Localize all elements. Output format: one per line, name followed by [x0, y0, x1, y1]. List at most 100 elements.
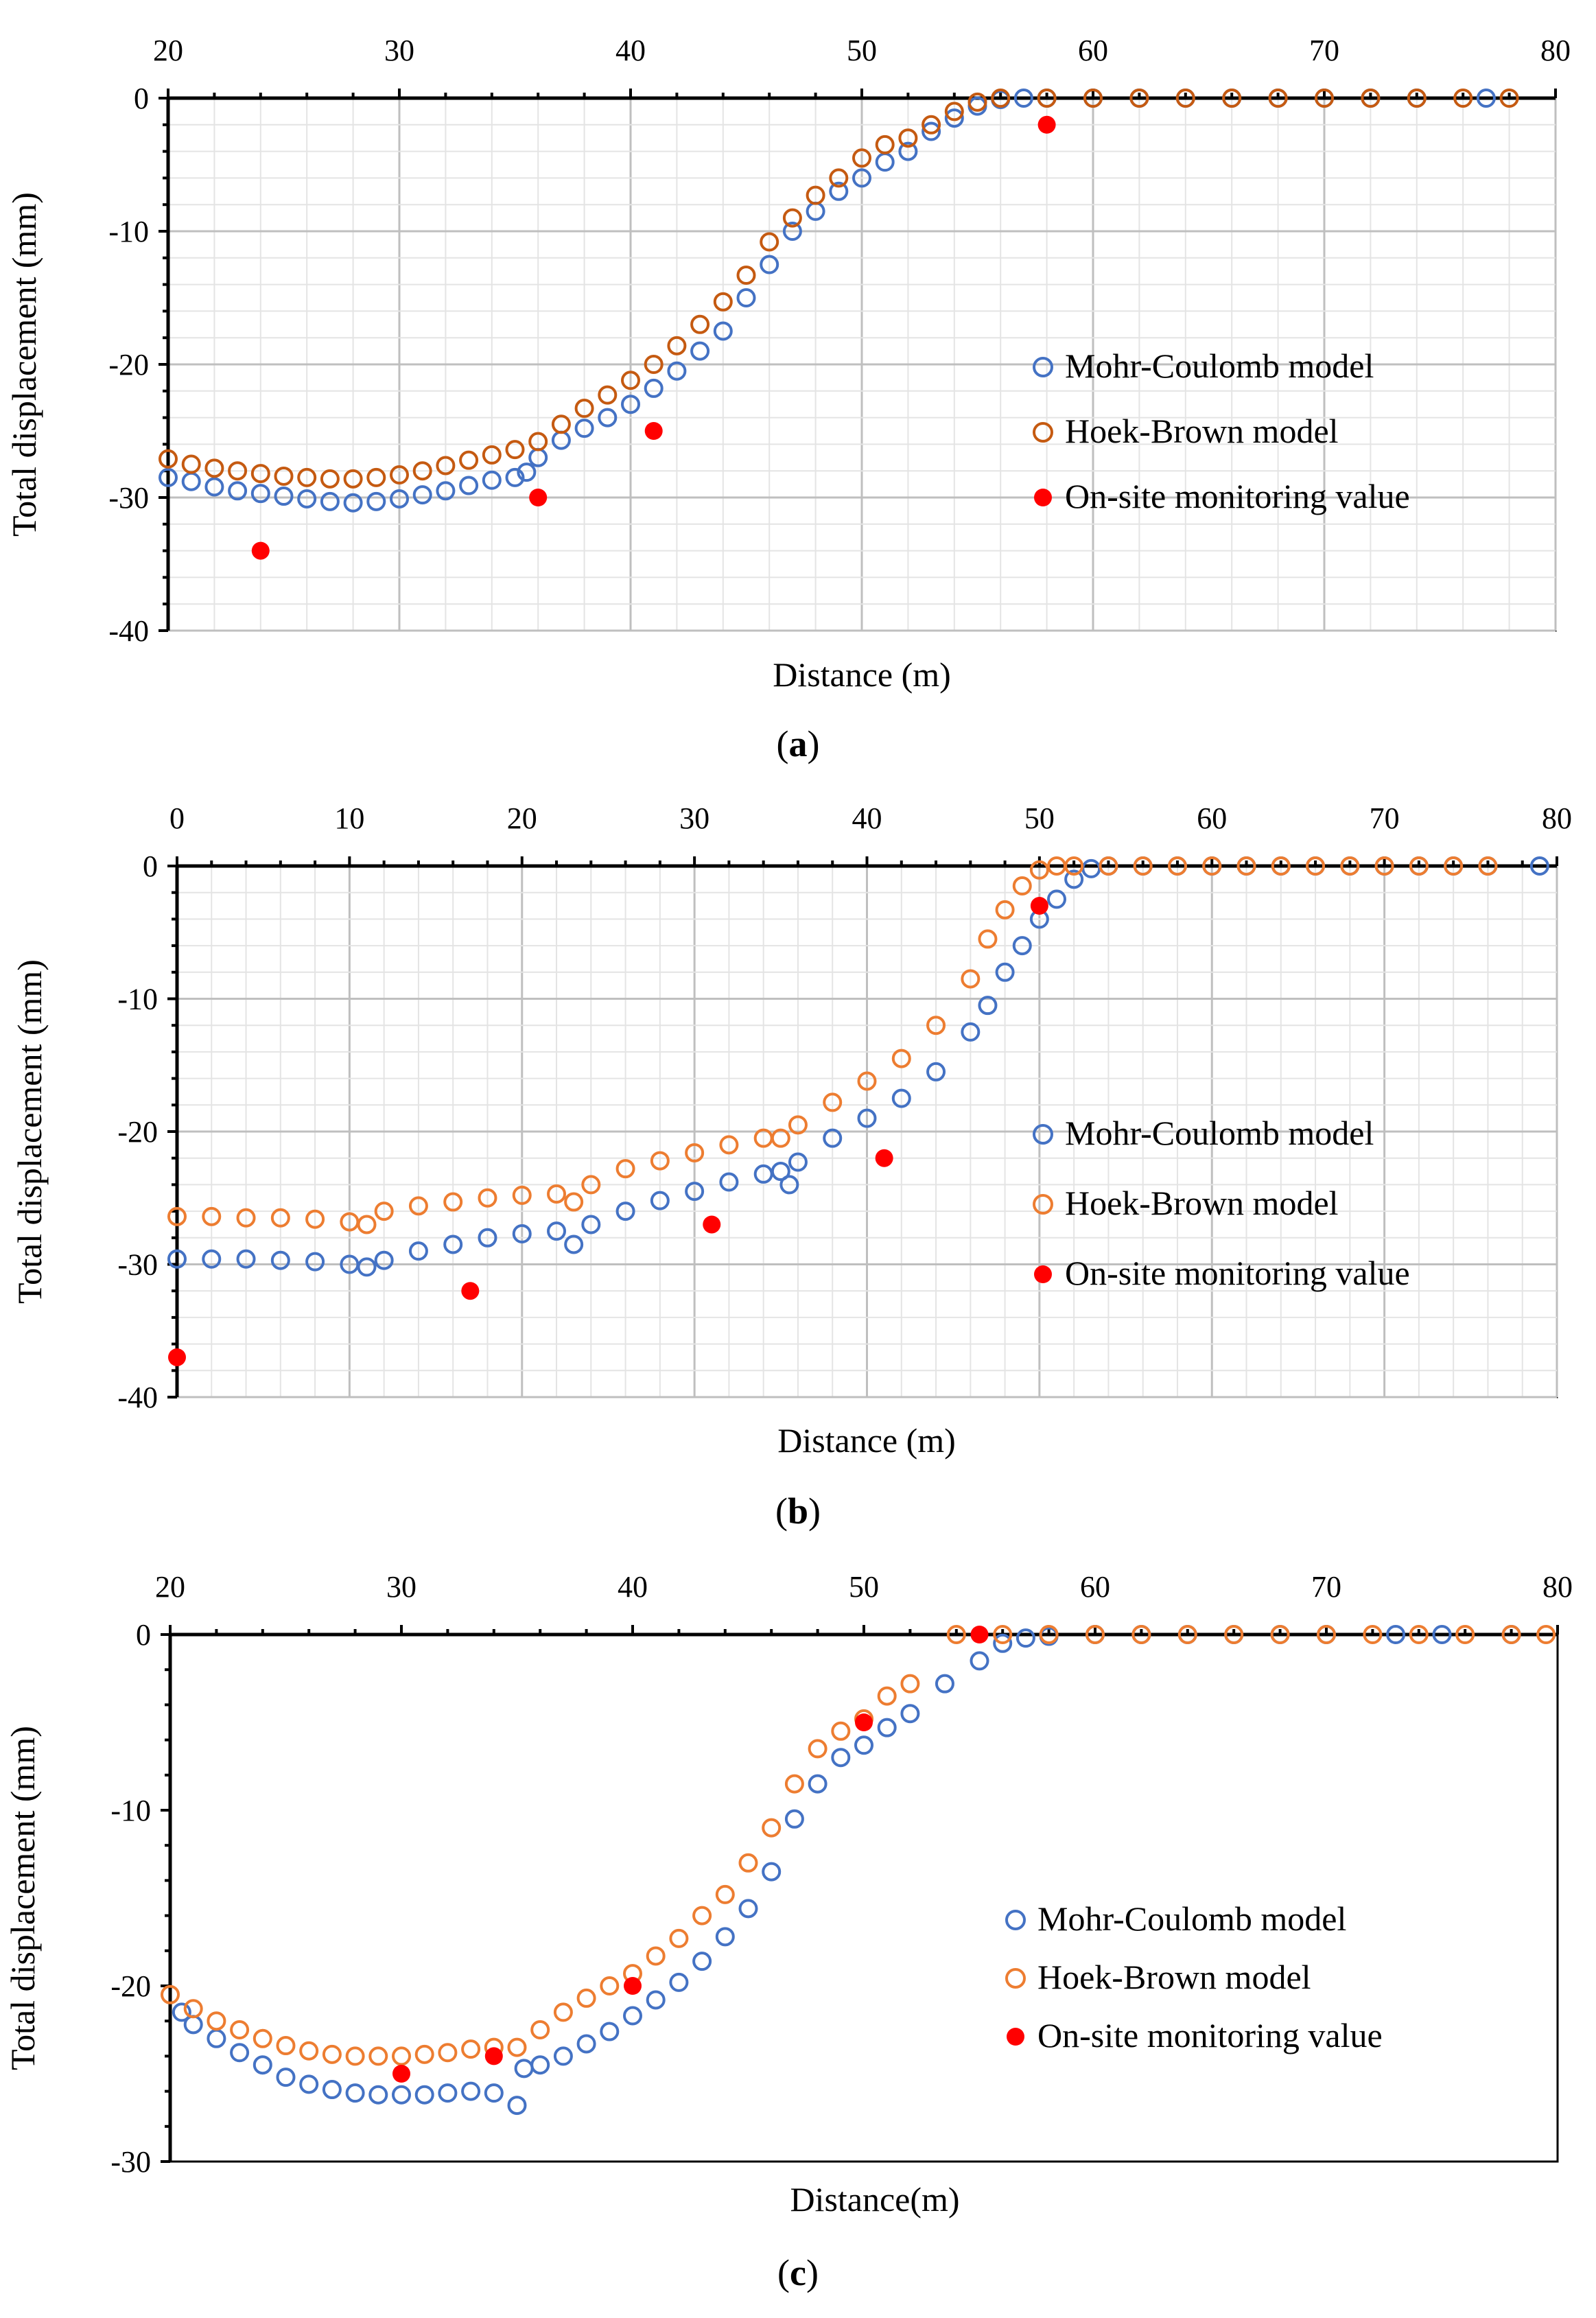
hoek-brown-model-point: [1064, 856, 1084, 876]
hoek-brown-model-point: [1455, 1625, 1475, 1644]
hoek-brown-model-point: [181, 454, 201, 474]
hoek-brown-model-point: [1271, 856, 1291, 876]
hoek-brown-model-point: [784, 1774, 804, 1794]
hoek-brown-model-point: [829, 168, 849, 188]
mohr-coulomb-model-point: [530, 2055, 550, 2075]
legend-label-on-site-monitoring-value: On-site monitoring value: [1065, 1254, 1410, 1292]
mohr-coulomb-model-point: [736, 288, 756, 307]
x-tick-label: 70: [1370, 801, 1400, 835]
legend: Mohr-Coulomb model Hoek-Brown model On-sit…: [1005, 1899, 1383, 2054]
x-tick-label: 50: [849, 1570, 879, 1604]
hoek-brown-model-point: [274, 466, 294, 486]
hoek-brown-model-point: [1202, 856, 1222, 876]
data-points: [159, 89, 1519, 560]
hoek-brown-model-point: [1236, 856, 1256, 876]
mohr-coulomb-model-point: [926, 1062, 946, 1081]
hoek-brown-model-point: [276, 2036, 296, 2056]
hoek-brown-model-point: [1317, 1625, 1336, 1644]
x-tick-label: 20: [507, 801, 537, 835]
legend-label-mohr-coulomb-model: Mohr-Coulomb model: [1065, 347, 1374, 385]
mohr-coulomb-model-point: [374, 1250, 394, 1270]
hoek-brown-model-point: [808, 1739, 828, 1759]
hoek-brown-model-point: [436, 456, 456, 476]
mohr-coulomb-model-point: [274, 487, 294, 506]
hoek-brown-model-point: [877, 1686, 897, 1706]
hoek-brown-model-point: [507, 2037, 527, 2057]
on-site-monitoring-value-point: [529, 489, 548, 506]
hoek-brown-model-point: [621, 371, 640, 390]
hoek-brown-model-point: [202, 1206, 222, 1226]
hoek-brown-model-point: [1224, 1625, 1244, 1644]
mohr-coulomb-model-point: [900, 1704, 920, 1724]
mohr-coulomb-model-point: [357, 1257, 377, 1277]
mohr-coulomb-model-point: [320, 491, 340, 511]
hoek-brown-model-point: [1039, 1625, 1059, 1644]
y-axis-label: Total displacement (mm): [10, 959, 49, 1304]
hoek-brown-model-point: [736, 266, 756, 285]
hoek-brown-model-point: [250, 464, 270, 484]
on-site-monitoring-value-point: [1037, 115, 1056, 134]
hoek-brown-model-point: [1268, 89, 1288, 108]
hoek-brown-model-point: [1363, 1625, 1383, 1644]
x-tick-label: 40: [618, 1570, 648, 1604]
legend-label-on-site-monitoring-value: On-site monitoring value: [1037, 2016, 1383, 2054]
x-axis-label: Distance (m): [777, 1421, 956, 1460]
hoek-brown-model-point: [253, 2028, 272, 2048]
mohr-coulomb-model-point: [343, 493, 363, 513]
mohr-coulomb-model-point: [564, 1234, 584, 1254]
x-tick-label: 20: [155, 1570, 185, 1604]
mohr-coulomb-model-point: [167, 1249, 187, 1269]
hoek-brown-model-point: [305, 1209, 325, 1229]
panel-caption: (c): [777, 2252, 819, 2293]
chart-panel-c: 20 30 40 50 60 70 80 0 -10 -20 -30 Distance(m) Tot…: [3, 1570, 1573, 2293]
hoek-brown-model-point: [390, 465, 409, 485]
mohr-coulomb-model-point: [438, 2083, 458, 2103]
hoek-brown-model-point: [961, 969, 981, 989]
y-tick-label: -40: [117, 1381, 158, 1414]
mohr-coulomb-model-point: [823, 1128, 843, 1148]
hoek-brown-model-point: [857, 1071, 877, 1091]
hoek-brown-model-point: [357, 1215, 377, 1234]
hoek-brown-model-point: [505, 440, 525, 460]
y-tick-label: -10: [117, 983, 158, 1016]
x-tick-label: 50: [1024, 801, 1055, 835]
hoek-brown-model-point: [204, 458, 224, 478]
on-site-monitoring-value-point: [484, 2047, 503, 2065]
on-site-monitoring-value-point: [624, 1977, 642, 1995]
x-tick-label: 60: [1078, 34, 1108, 67]
on-site-monitoring-value-point: [392, 2065, 410, 2083]
mohr-coulomb-model-point: [547, 1221, 567, 1241]
mohr-coulomb-model-point: [322, 2080, 342, 2100]
legend-marker-hoek-brown-model: [1005, 1968, 1026, 1989]
hoek-brown-model-point: [1222, 89, 1242, 108]
hoek-brown-model-point: [685, 1143, 705, 1162]
mohr-coulomb-model-point: [995, 962, 1015, 982]
x-tick-label: 40: [615, 34, 646, 67]
mohr-coulomb-model-point: [784, 1809, 804, 1829]
y-tick-label: -40: [108, 614, 149, 648]
hoek-brown-model-point: [1167, 856, 1187, 876]
mohr-coulomb-model-point: [408, 1241, 428, 1261]
hoek-brown-model-point: [1444, 856, 1464, 876]
mohr-coulomb-model-point: [505, 467, 525, 487]
hoek-brown-model-point: [551, 414, 571, 434]
x-tick-label: 40: [852, 801, 882, 835]
hoek-brown-model-point: [713, 292, 733, 312]
hoek-brown-model-point: [978, 929, 998, 949]
hoek-brown-model-point: [946, 1625, 966, 1644]
mohr-coulomb-model-point: [297, 489, 317, 508]
hoek-brown-model-point: [528, 432, 548, 452]
hoek-brown-model-point: [922, 115, 941, 134]
y-tick-label: -30: [108, 481, 149, 515]
hoek-brown-model-point: [1453, 89, 1473, 108]
hoek-brown-model-point: [760, 232, 779, 252]
mohr-coulomb-model-point: [891, 1088, 911, 1108]
hoek-brown-model-point: [414, 2044, 434, 2064]
mohr-coulomb-model-point: [270, 1250, 290, 1270]
mohr-coulomb-model-point: [857, 1108, 877, 1128]
hoek-brown-model-point: [366, 467, 386, 487]
y-tick-label: -10: [110, 1794, 151, 1827]
data-points: [161, 1625, 1556, 2116]
x-tick-label: 50: [847, 34, 877, 67]
mohr-coulomb-model-point: [690, 341, 710, 361]
